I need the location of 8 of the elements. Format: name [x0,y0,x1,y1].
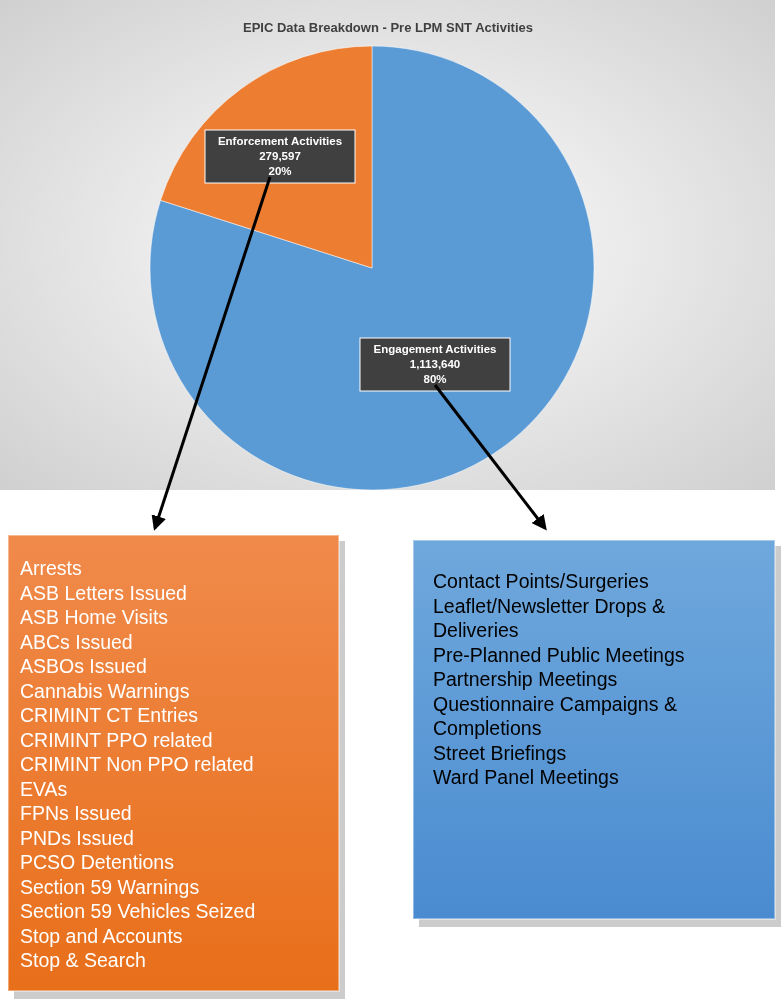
data-label: 279,597 20% [259,150,301,177]
slice-label: Engagement Activities [373,343,497,355]
chart-title: EPIC Data Breakdown - Pre LPM SNT Activities [243,20,533,35]
text: Contact Points/Surgeries Leaflet/Newsletter Drops & Deliveries Pre-Planned Public Meetings Partnership Meetings Questionnaire Campaigns & Completions Street Briefings Ward Panel Meetings [433,570,685,788]
slice-label: Enforcement Activities [217,135,343,147]
pie-slice [150,45,595,490]
data-label: 1,113,640 80% [409,358,461,385]
text: Arrests ASB Letters Issued ASB Home Visits ABCs Issued ASBOs Issued Cannabis Warnings CRIMINT CT Entries CRIMINT PPO related CRIMINT Non PPO related EVAs FPNs Issued PNDs Issued PCSO Detentions Section 59 Warnings Section 59 Vehicles Seized Stop and Accounts Stop & Search [20,557,256,971]
